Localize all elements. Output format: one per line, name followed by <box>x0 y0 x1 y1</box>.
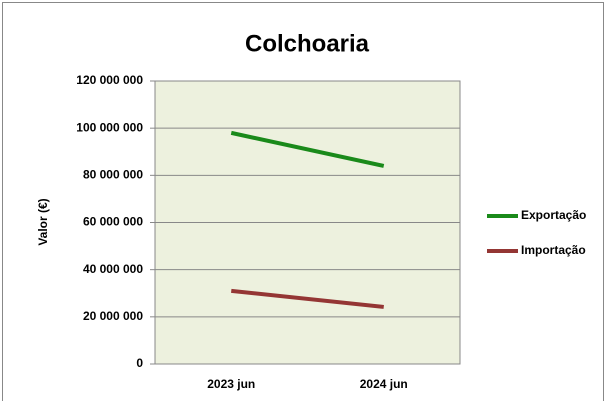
series-line <box>230 130 385 168</box>
series-line <box>231 288 384 309</box>
y-tick-label: 0 <box>136 356 143 370</box>
x-tick-label: 2024 jun <box>360 377 408 391</box>
legend-label: Exportação <box>521 208 586 222</box>
y-axis-label: Valor (€) <box>36 198 50 245</box>
y-tick-label: 120 000 000 <box>76 73 143 87</box>
y-tick-label: 100 000 000 <box>76 120 143 134</box>
y-tick-label: 80 000 000 <box>83 168 143 182</box>
x-tick-label: 2023 jun <box>207 377 255 391</box>
y-tick-label: 60 000 000 <box>83 215 143 229</box>
y-tick-label: 20 000 000 <box>83 309 143 323</box>
chart-title: Colchoaria <box>245 30 370 57</box>
legend-label: Importação <box>521 243 586 257</box>
y-tick-label: 40 000 000 <box>83 262 143 276</box>
